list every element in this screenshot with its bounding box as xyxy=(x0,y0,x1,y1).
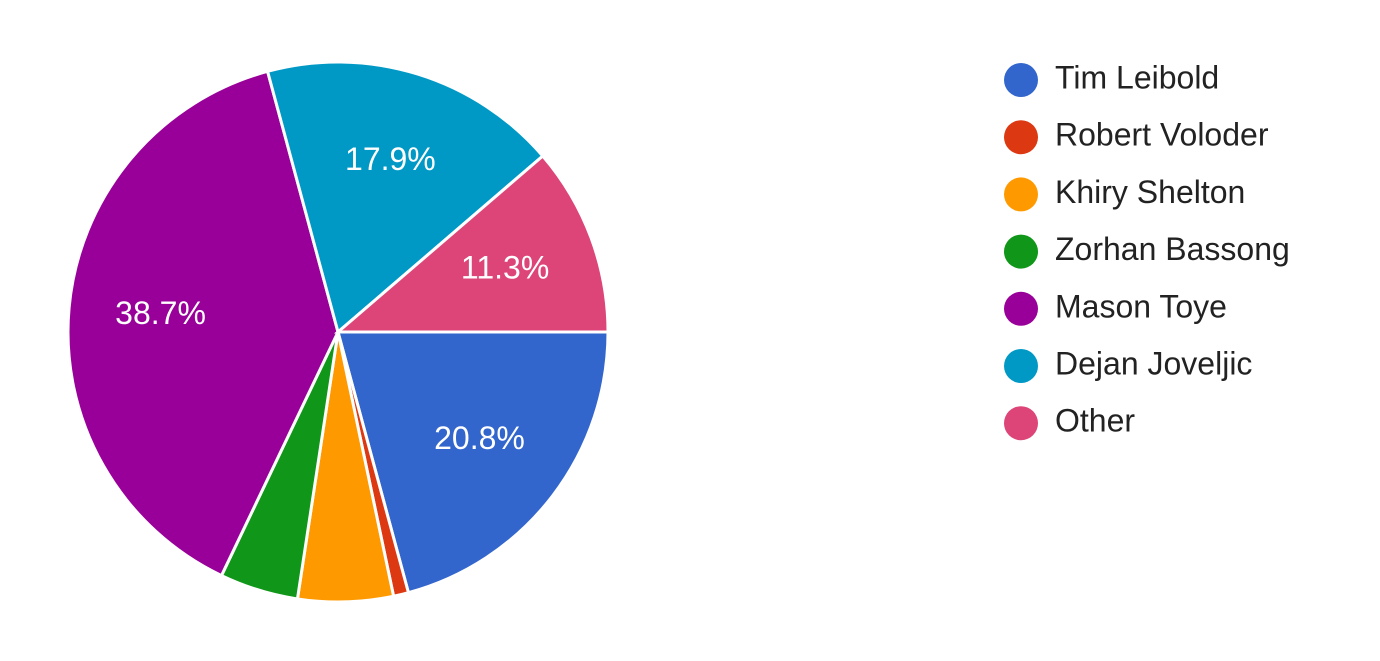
legend-label: Zorhan Bassong xyxy=(1055,231,1290,267)
legend-marker xyxy=(1004,291,1038,326)
data-label: 20.8% xyxy=(434,420,525,456)
data-label: 17.9% xyxy=(345,141,436,177)
legend-marker xyxy=(1004,177,1038,212)
pie-slice xyxy=(336,330,610,595)
pie-slice xyxy=(265,60,545,335)
legend-label: Mason Toye xyxy=(1055,288,1227,324)
data-label: 11.3% xyxy=(461,250,549,286)
legend-label: Khiry Shelton xyxy=(1055,174,1245,210)
legend-marker xyxy=(1004,406,1038,441)
pie-slice xyxy=(66,69,340,578)
legend-label: Robert Voloder xyxy=(1055,117,1269,153)
legend-marker xyxy=(1004,349,1038,383)
legend-label: Dejan Joveljic xyxy=(1055,345,1252,381)
legend-marker xyxy=(1004,234,1038,269)
pie-slice xyxy=(333,153,610,334)
data-label: 38.7% xyxy=(115,295,206,331)
legend-label: Tim Leibold xyxy=(1055,59,1219,95)
legend-label: Other xyxy=(1055,403,1135,439)
legend-marker xyxy=(1004,120,1038,155)
legend-marker xyxy=(1004,63,1038,97)
